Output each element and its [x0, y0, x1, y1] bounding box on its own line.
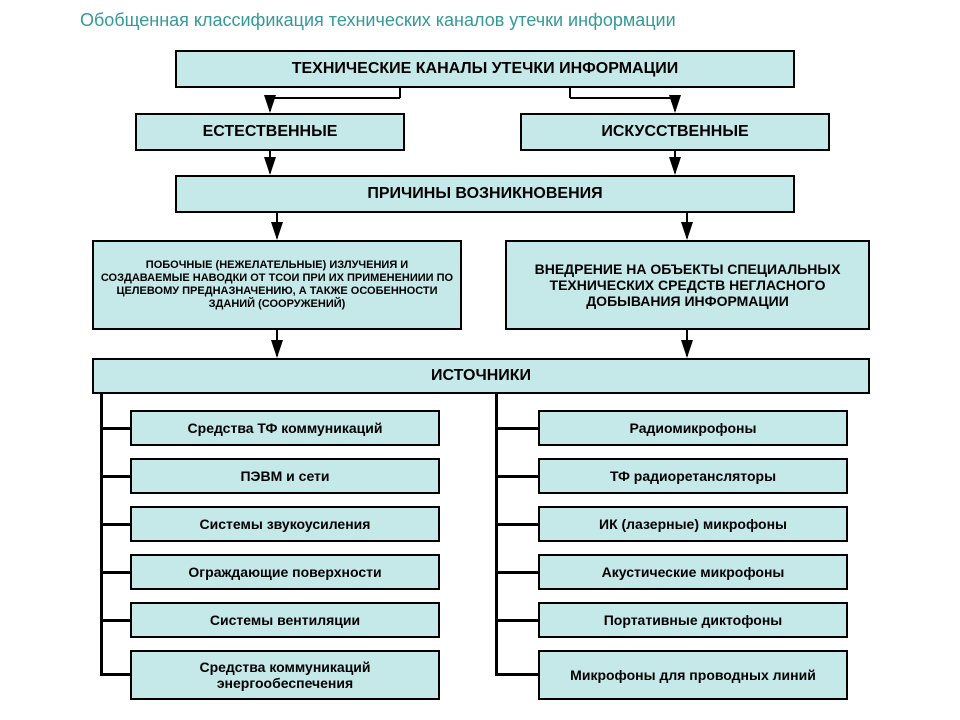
node-root: ТЕХНИЧЕСКИЕ КАНАЛЫ УТЕЧКИ ИНФОРМАЦИИ [175, 50, 795, 88]
right-item-1: ТФ радиоретансляторы [538, 458, 848, 494]
node-natural: ЕСТЕСТВЕННЫЕ [135, 113, 405, 151]
node-cause-left: ПОБОЧНЫЕ (НЕЖЕЛАТЕЛЬНЫЕ) ИЗЛУЧЕНИЯ И СОЗ… [92, 240, 462, 330]
right-tick-5 [495, 673, 538, 676]
right-item-4: Портативные диктофоны [538, 602, 848, 638]
left-item-5: Средства коммуникаций энергообеспечения [130, 650, 440, 700]
right-item-5: Микрофоны для проводных линий [538, 650, 848, 700]
left-bracket-stem [100, 394, 103, 675]
right-item-3: Акустические микрофоны [538, 554, 848, 590]
left-tick-5 [100, 673, 130, 676]
right-tick-0 [495, 427, 538, 430]
node-cause-right: ВНЕДРЕНИЕ НА ОБЪЕКТЫ СПЕЦИАЛЬНЫХ ТЕХНИЧЕ… [505, 240, 870, 330]
left-item-2: Системы звукоусиления [130, 506, 440, 542]
left-item-0: Средства ТФ коммуникаций [130, 410, 440, 446]
left-tick-3 [100, 571, 130, 574]
left-tick-4 [100, 619, 130, 622]
node-sources: ИСТОЧНИКИ [92, 358, 870, 394]
right-tick-4 [495, 619, 538, 622]
left-item-4: Системы вентиляции [130, 602, 440, 638]
node-causes: ПРИЧИНЫ ВОЗНИКНОВЕНИЯ [175, 175, 795, 213]
right-tick-2 [495, 523, 538, 526]
node-artificial: ИСКУССТВЕННЫЕ [520, 113, 830, 151]
left-item-3: Ограждающие поверхности [130, 554, 440, 590]
right-item-2: ИК (лазерные) микрофоны [538, 506, 848, 542]
left-item-1: ПЭВМ и сети [130, 458, 440, 494]
left-tick-0 [100, 427, 130, 430]
right-tick-1 [495, 475, 538, 478]
diagram-title: Обобщенная классификация технических кан… [0, 0, 960, 37]
left-tick-1 [100, 475, 130, 478]
right-bracket-stem [495, 394, 498, 675]
right-tick-3 [495, 571, 538, 574]
right-item-0: Радиомикрофоны [538, 410, 848, 446]
left-tick-2 [100, 523, 130, 526]
